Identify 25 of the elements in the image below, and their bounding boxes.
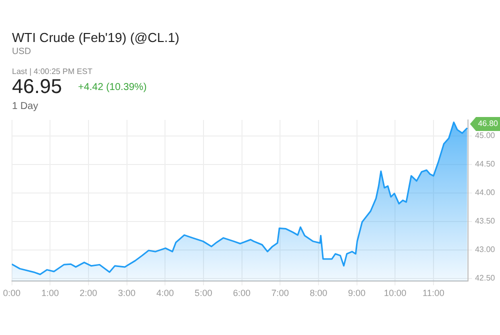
- y-tick-label: 43.00: [474, 245, 496, 254]
- x-tick-label: 1:00: [41, 288, 59, 298]
- x-tick-label: 9:00: [348, 288, 366, 298]
- x-tick-label: 5:00: [194, 288, 212, 298]
- text: 1 Day: [12, 101, 38, 112]
- y-tick-label: 45.00: [474, 131, 496, 140]
- x-tick-label: 3:00: [118, 288, 136, 298]
- chart-subtitle: USD: [12, 46, 32, 56]
- chart-title: WTI Crude (Feb'19) (@CL.1): [12, 30, 180, 45]
- text: 46.95: [12, 76, 62, 99]
- y-tick-label: 44.00: [474, 188, 496, 198]
- x-tick-label: 11:00: [422, 288, 444, 298]
- x-tick-label: 2:00: [80, 288, 98, 298]
- x-tick-label: 4:00: [156, 288, 174, 298]
- x-tick-label: 0:00: [2, 288, 21, 298]
- text: Last | 4:00:25 PM EST: [12, 67, 92, 76]
- y-tick-label: 43.50: [474, 216, 496, 226]
- x-tick-label: 8:00: [310, 288, 328, 298]
- y-tick-label: 42.50: [474, 274, 496, 283]
- x-tick-label: 7:00: [271, 288, 289, 298]
- x-tick-label: 6:00: [233, 288, 251, 298]
- y-tick-label: 44.50: [474, 160, 496, 169]
- text: +4.42 (10.39%): [78, 82, 147, 93]
- text: 46.80: [478, 119, 499, 128]
- x-tick-label: 10:00: [384, 288, 406, 298]
